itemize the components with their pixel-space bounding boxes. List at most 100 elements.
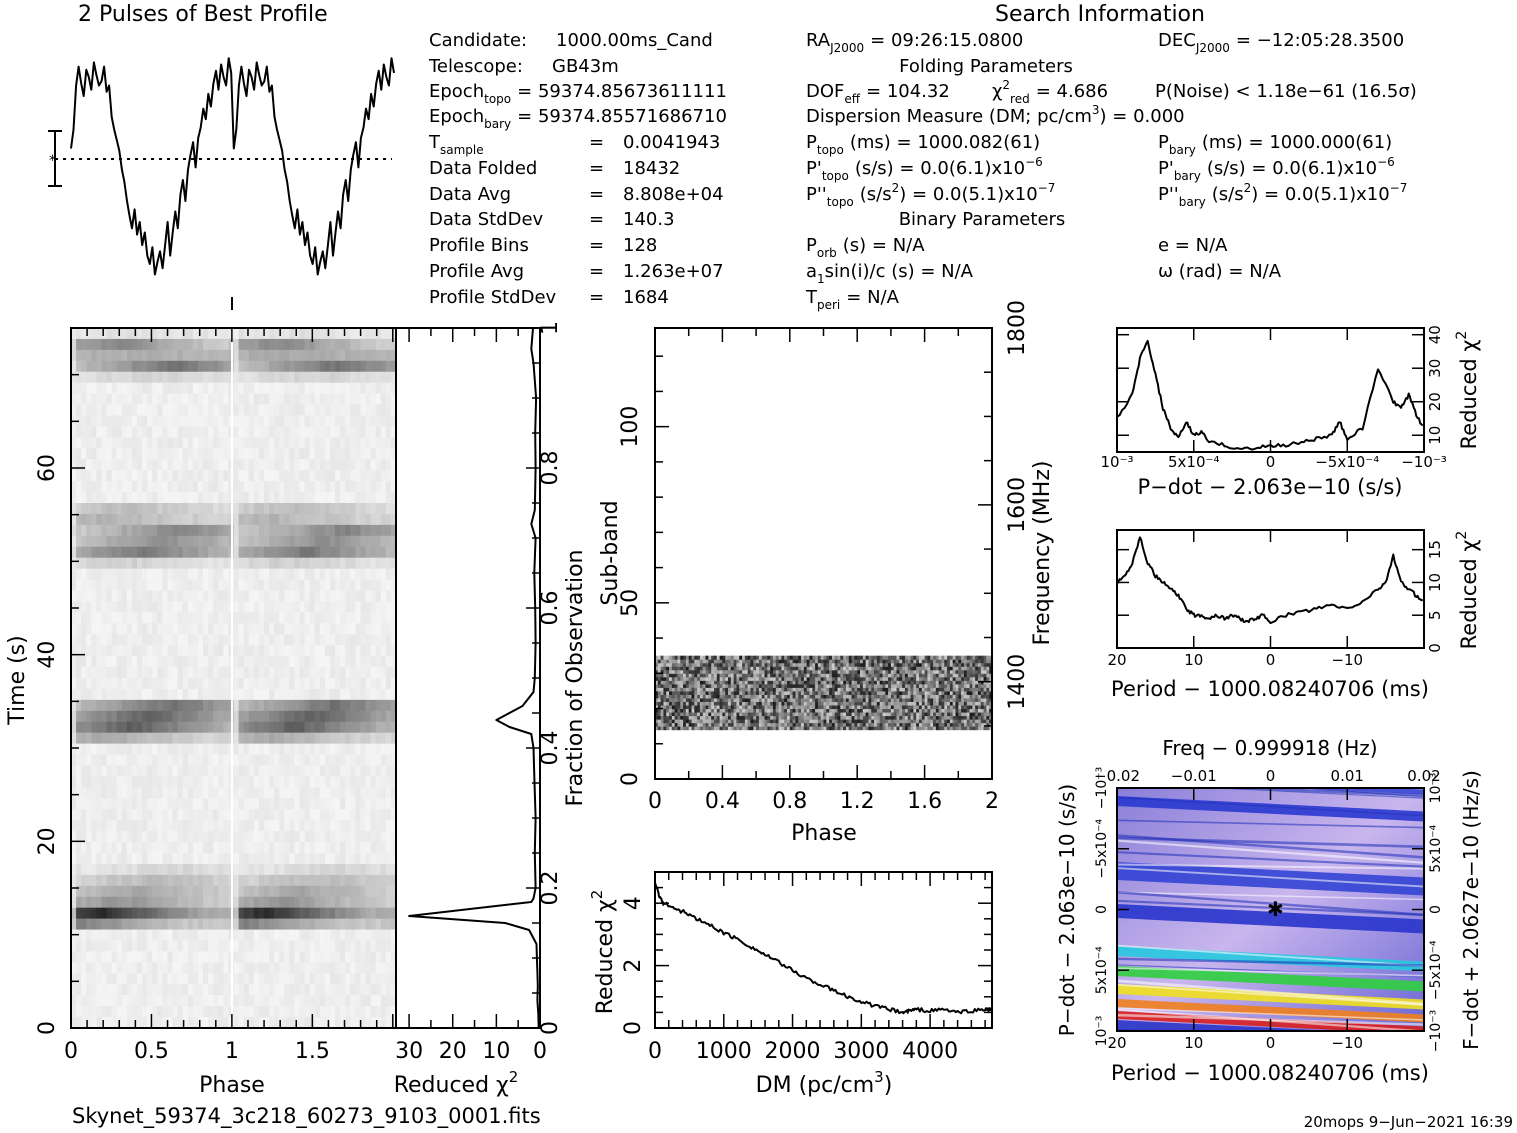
pddbary-value2: ) = 0.0(5.1)x10 — [1251, 184, 1389, 205]
svg-text:DECJ2000= −12:05:28.3500: DECJ2000 = −12:05:28.3500 — [1158, 30, 1404, 55]
time-chi2-xtick-label: 30 — [395, 1039, 423, 1064]
period-chi2-ytick-label: 10 — [1426, 573, 1444, 592]
pdot-chi2-xtick-label: −10⁻³ — [1401, 453, 1447, 471]
period-chi2-xtick-label: −10 — [1331, 651, 1363, 669]
dm-chi2-xlabel-tail: ) — [884, 1073, 893, 1098]
dof-label: DOF — [806, 81, 844, 102]
subband-ticks — [654, 327, 993, 780]
ppdot-ytick-label: 0 — [1094, 905, 1110, 914]
data-folded-value: 18432 — [623, 158, 680, 179]
porb-label: P — [806, 235, 817, 256]
pdot-chi2-xtick-label: −5x10⁻⁴ — [1315, 453, 1379, 471]
dm-chi2-xticklabels: 0 1000 2000 3000 4000 — [648, 1039, 958, 1064]
pnoise-value: P(Noise) < 1.18e−61 (16.5σ) — [1155, 81, 1417, 102]
search-info-title: Search Information — [995, 2, 1205, 27]
ppdot-best-marker: ✱ — [1267, 897, 1284, 921]
time-phase-panel: 0 0.5 1 1.5 0 20 40 60 Phase Time (s) — [5, 297, 397, 1098]
time-chi2-ytick-label: 0.4 — [538, 731, 563, 766]
pdot-chi2-curve — [1116, 339, 1424, 451]
ptopo-value: (ms) = 1000.082(61) — [850, 132, 1040, 153]
profile-panel: 2 Pulses of Best Profile * — [48, 2, 395, 276]
pdot-chi2-xtick-label: 5x10⁻⁴ — [1168, 453, 1219, 471]
asini-sub: 1 — [817, 272, 825, 286]
candidate-label: Candidate: — [429, 30, 527, 51]
period-chi2-xlabel: Period − 1000.08240706 (ms) — [1111, 677, 1429, 701]
ppdot-ylabel: P−dot − 2.063e−10 (s/s) — [1055, 784, 1079, 1036]
ppdot-xlabel: Period − 1000.08240706 (ms) — [1111, 1061, 1429, 1085]
dm-chi2-xlabel: DM (pc/cm — [756, 1073, 875, 1098]
data-stddev-label: Data StdDev — [429, 209, 544, 230]
pbary-value: (ms) = 1000.000(61) — [1202, 132, 1392, 153]
ppdot-yticklabels: 10⁻³ 5x10⁻⁴ 0 −5x10⁻⁴ −10⁻³ — [1094, 767, 1110, 1047]
svg-text:P'topo(s/s) = 0.0(6.1)x10−6: P'topo (s/s) = 0.0(6.1)x10−6 — [806, 155, 1043, 183]
time-chi2-xtick-label: 0 — [533, 1039, 547, 1064]
dm-chi2-ytick-label: 2 — [621, 959, 646, 973]
t-sample-sub: sample — [440, 143, 484, 157]
eq-2: = — [589, 158, 604, 179]
time-chi2-ytick-label: 0.6 — [538, 591, 563, 626]
ppdot-top-tick-label: 0.01 — [1331, 767, 1364, 785]
svg-text:Ptopo(ms) = 1000.082(61): Ptopo (ms) = 1000.082(61) — [806, 132, 1040, 157]
period-chi2-ylabel-sup: 2 — [1454, 531, 1470, 540]
pdot-chi2-xticklabels: 10⁻³ 5x10⁻⁴ 0 −5x10⁻⁴ −10⁻³ — [1100, 453, 1446, 471]
ppdot-ytick-label: −5x10⁻⁴ — [1094, 818, 1110, 878]
subband-yticklabels: 0 50 100 — [618, 406, 643, 786]
eq-4: = — [589, 209, 604, 230]
period-chi2-ylabel: Reduced χ — [1457, 540, 1481, 650]
period-chi2-xtick-label: 20 — [1107, 651, 1126, 669]
subband-frequency-tick-label: 1600 — [1005, 477, 1030, 533]
data-avg-label: Data Avg — [429, 184, 511, 205]
search-information: Search Information Candidate: 1000.00ms_… — [428, 2, 1417, 312]
dm-line-tail: ) = 0.000 — [1100, 106, 1185, 127]
folding-title: Folding Parameters — [899, 56, 1073, 77]
ppdot-top-tick-label: 0 — [1266, 767, 1276, 785]
pdot-chi2-xtick-label: 0 — [1266, 453, 1276, 471]
eq-1: = — [589, 132, 604, 153]
ppdot-ytick-label: 10⁻³ — [1094, 1016, 1110, 1047]
pbary-label: P — [1158, 132, 1169, 153]
epoch-topo-sub: topo — [484, 92, 511, 106]
subband-y2label: Frequency (MHz) — [1030, 461, 1055, 646]
dm-chi2-ylabel: Reduced χ — [593, 899, 618, 1014]
ppdot-top-ticklabels: −0.02 −0.01 0 0.01 0.02 — [1094, 767, 1441, 785]
svg-text:Dispersion Measure (DM; pc/cm3: Dispersion Measure (DM; pc/cm3) = 0.000 — [806, 103, 1185, 127]
ppdot-xticklabels: 20 10 0 −10 — [1107, 1034, 1363, 1052]
dm-line-sup: 3 — [1092, 103, 1100, 117]
ppdot-top-tick-label: −0.01 — [1171, 767, 1217, 785]
chi2-sup: 2 — [1002, 78, 1010, 92]
porb-value: (s) = N/A — [843, 235, 925, 256]
period-chi2-ytick-label: 15 — [1426, 540, 1444, 559]
asini-value: sin(i)/c (s) = N/A — [825, 261, 974, 282]
pdot-chi2-xtick-label: 10⁻³ — [1100, 453, 1133, 471]
tperi-sub: peri — [817, 298, 840, 312]
footer-stamp: 20mops 9−Jun−2021 16:39 — [1304, 1113, 1513, 1131]
e-value: e = N/A — [1158, 235, 1228, 256]
time-chi2-ytick-label: 0.2 — [538, 871, 563, 906]
subband-ytick-label: 0 — [618, 772, 643, 786]
subband-xtick-label: 0.8 — [772, 789, 807, 814]
porb-sub: orb — [817, 246, 837, 260]
dm-chi2-panel: 0 1000 2000 3000 4000 0 2 4 DM (pc/cm3) Reduce… — [588, 871, 993, 1098]
period-chi2-panel: 20 10 0 −10 0 5 10 15 Period − 1000.08240706 (… — [1107, 529, 1481, 701]
subband-ytick-label: 100 — [618, 406, 643, 448]
time-chi2-xlabel: Reduced χ — [394, 1073, 509, 1098]
pdtopo-value: (s/s) = 0.0(6.1)x10 — [855, 158, 1025, 179]
time-chi2-xticklabels: 30 20 10 0 — [395, 1039, 547, 1064]
omega-value: ω (rad) = N/A — [1158, 261, 1282, 282]
pddbary-sup2: 2 — [1244, 181, 1252, 195]
profile-curve — [70, 57, 395, 276]
subband-panel: 0 0.4 0.8 1.2 1.6 2 0 50 100 1400 1600 1800 Phase… — [598, 300, 1055, 846]
dm-chi2-ytick-label: 4 — [621, 896, 646, 910]
tperi-label: T — [805, 287, 818, 308]
ptopo-sub: topo — [817, 143, 844, 157]
pddbary-sup: −7 — [1390, 181, 1408, 195]
time-phase-xtick-label: 1.5 — [295, 1039, 330, 1064]
profile-stddev-value: 1684 — [623, 287, 669, 308]
pdtopo-label: P' — [806, 158, 822, 179]
t-sample-label: T — [428, 132, 441, 153]
dm-chi2-xtick-label: 4000 — [902, 1039, 958, 1064]
chi2-sub: red — [1010, 92, 1030, 106]
ppdot-xtick-label: 10 — [1184, 1034, 1203, 1052]
dec-sub: J2000 — [1195, 41, 1230, 55]
subband-xtick-label: 1.2 — [840, 789, 875, 814]
